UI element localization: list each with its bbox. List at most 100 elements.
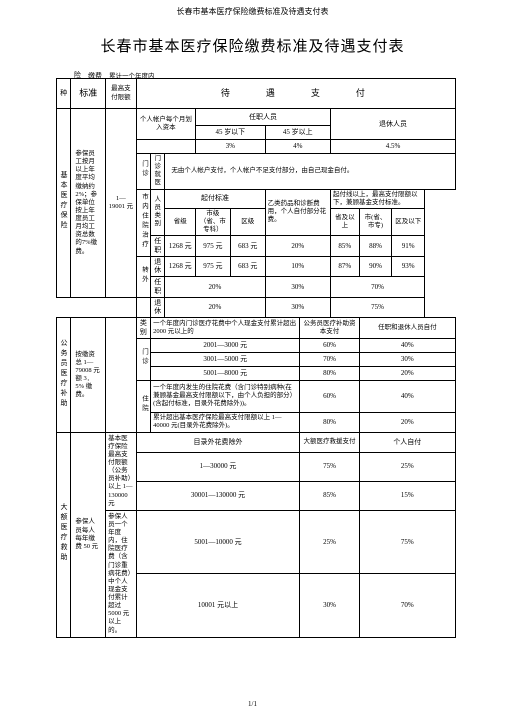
de-contrib: 参保人员每人每年缴费 50 元 [71,432,106,637]
age2: 45 岁以上 [265,126,330,140]
r1-7: 91% [392,236,425,257]
dr2-1: 85% [300,481,359,510]
gr1-1: 70% [300,352,359,366]
r2-4: 10% [265,256,330,277]
qfhead: 起付标准 [165,189,265,208]
gwy-c2: 公务员医疗补助资本支付 [300,318,359,339]
r2-6: 90% [359,256,392,277]
r1-6: 88% [359,236,392,257]
mz-label: 门诊就医 [151,154,165,190]
zg1-1: 20% [165,277,265,298]
sj: 省级 [165,208,196,235]
gwy-z1b: 40% [359,380,455,412]
page-header: 长春市基本医疗保险缴费标准及待遇支付表 [0,0,505,17]
dr3-1: 25% [300,510,359,573]
shij: 市级（省、市专科） [196,208,231,235]
gr1-0: 3001—5000 元 [151,352,300,366]
dr1-0: 1—30000 元 [136,452,300,481]
gwy-z1: 一个年度内发生的住院花费（含门诊特别病种(在兼顾基金最高支付限额以下，由个人负担… [151,380,300,412]
de-h2: 大额医疗救援支付 [300,432,359,452]
gr1-2: 30% [359,352,455,366]
dr2-0: 30001—130000 元 [136,481,300,510]
basic-contrib: 参保员工按月以上年度平均缴纳约2%；参保单位按上年度员工月均工资总数的7%缴费。 [71,109,106,298]
zg1-2: 30% [265,277,330,298]
zg-col: 转外 [136,256,150,297]
gwy-z2a: 80% [300,412,359,432]
dr4-1: 30% [300,574,359,637]
gwy-c3: 任职和退休人员自付 [359,318,455,339]
r2-1: 1268 元 [165,256,196,277]
ret-head: 退休人员 [331,109,456,140]
gr2-1: 80% [300,366,359,380]
r1-3: 683 元 [230,236,265,257]
hdr-zhong: 种 [57,79,71,109]
gr0-1: 60% [300,338,359,352]
dr2-2: 15% [359,481,455,510]
de-h1: 目录外花费除外 [136,432,300,452]
zg1-0: 任职 [151,277,165,298]
dr4-2: 70% [359,574,455,637]
gwy-z1a: 60% [300,380,359,412]
pc: 区及以下 [392,208,425,235]
yi: 乙类药品和诊断费用，个人自付部分花费。 [265,189,330,236]
zy-col: 市内住院治疗 [136,189,150,256]
gr0-2: 40% [359,338,455,352]
de-b: 参保人员一个年度内，住院医疗费（含门诊重病花费）中个人现金支付累计超过 5000… [106,510,137,637]
dr3-2: 75% [359,510,455,573]
mz-col: 门诊 [136,154,150,190]
r2-7: 93% [392,256,425,277]
mz-txt: 无由个人帐户支付，个人帐户不足支付部分，由自己现金自付。 [165,154,456,190]
r2-5: 87% [331,256,360,277]
r1-1: 1268 元 [165,236,196,257]
gwy-lb: 类别 [136,318,150,339]
de-h3: 个人自付 [359,432,455,452]
age1: 45 岁以下 [196,126,266,140]
gwy-mz-col: 门诊 [136,338,150,380]
gwy-contrib: 按缴资总 1—79008 元额 3．5% 缴费。 [71,318,106,433]
zg2-2: 30% [265,297,330,318]
qj: 区级 [230,208,265,235]
basic-limit: 1—19001 元 [106,109,137,298]
p1: 3% [196,140,266,154]
zg2-0: 退休 [151,297,165,318]
gr2-0: 5001—8000 元 [151,366,300,380]
dr3-0: 5001—10000 元 [136,510,300,573]
r2-0: 退休 [151,256,165,277]
type: 人员类别 [151,189,165,236]
acct-head: 个人帐户每个月划入资本 [136,109,195,140]
hdr-daiyu: 待 遇 支 付 [136,79,455,109]
page-number: 1/1 [0,700,505,708]
pa: 省及以上 [331,208,360,235]
qfup: 起付线以上，最高支付限额以下，兼顾基金支付标准。 [331,189,425,208]
r1-0: 任职 [151,236,165,257]
row-basic-label: 基本医疗保险 [57,109,71,298]
r1-2: 975 元 [196,236,231,257]
de-a: 基本医疗保险最高支付限额（公务员补助）以上 1—130000元 [106,432,137,510]
gwy-z2b: 20% [359,412,455,432]
row-de-label: 大额医疗救助 [57,432,71,637]
row-gwy-label: 公务员医疗补助 [57,318,71,433]
gwy-z2: 累计超出基本医疗保险最高支付限额以上 1—40000 元(目录外花费除外)。 [151,412,300,432]
hdr-biaozhun: 标准 [71,79,106,109]
p3: 4.5% [331,140,456,154]
zg2-1: 20% [165,297,265,318]
main-table: 种 标准 最高支付限额 待 遇 支 付 基本医疗保险 参保员工按月以上年度平均缴… [56,78,456,638]
gwy-c1: 一个年度内门诊医疗花费中个人现金支付累计超出 2000 元以上的 [151,318,300,339]
gwy-zy-col: 住院 [136,380,150,432]
zg2-3: 75% [331,297,425,318]
hdr-max: 最高支付限额 [106,79,137,109]
r1-5: 85% [331,236,360,257]
emp-head: 任职人员 [196,109,331,126]
r2-2: 975 元 [196,256,231,277]
gr2-2: 20% [359,366,455,380]
r1-4: 20% [265,236,330,257]
pb: 市(省、市专) [359,208,392,235]
p2: 4% [265,140,330,154]
gr0-0: 2001—3000 元 [151,338,300,352]
zg1-3: 70% [331,277,425,298]
dr1-2: 25% [359,452,455,481]
dr1-1: 75% [300,452,359,481]
dr4-0: 10001 元以上 [136,574,300,637]
r2-3: 683 元 [230,256,265,277]
page-title: 长春市基本医疗保险缴费标准及待遇支付表 [0,35,505,56]
